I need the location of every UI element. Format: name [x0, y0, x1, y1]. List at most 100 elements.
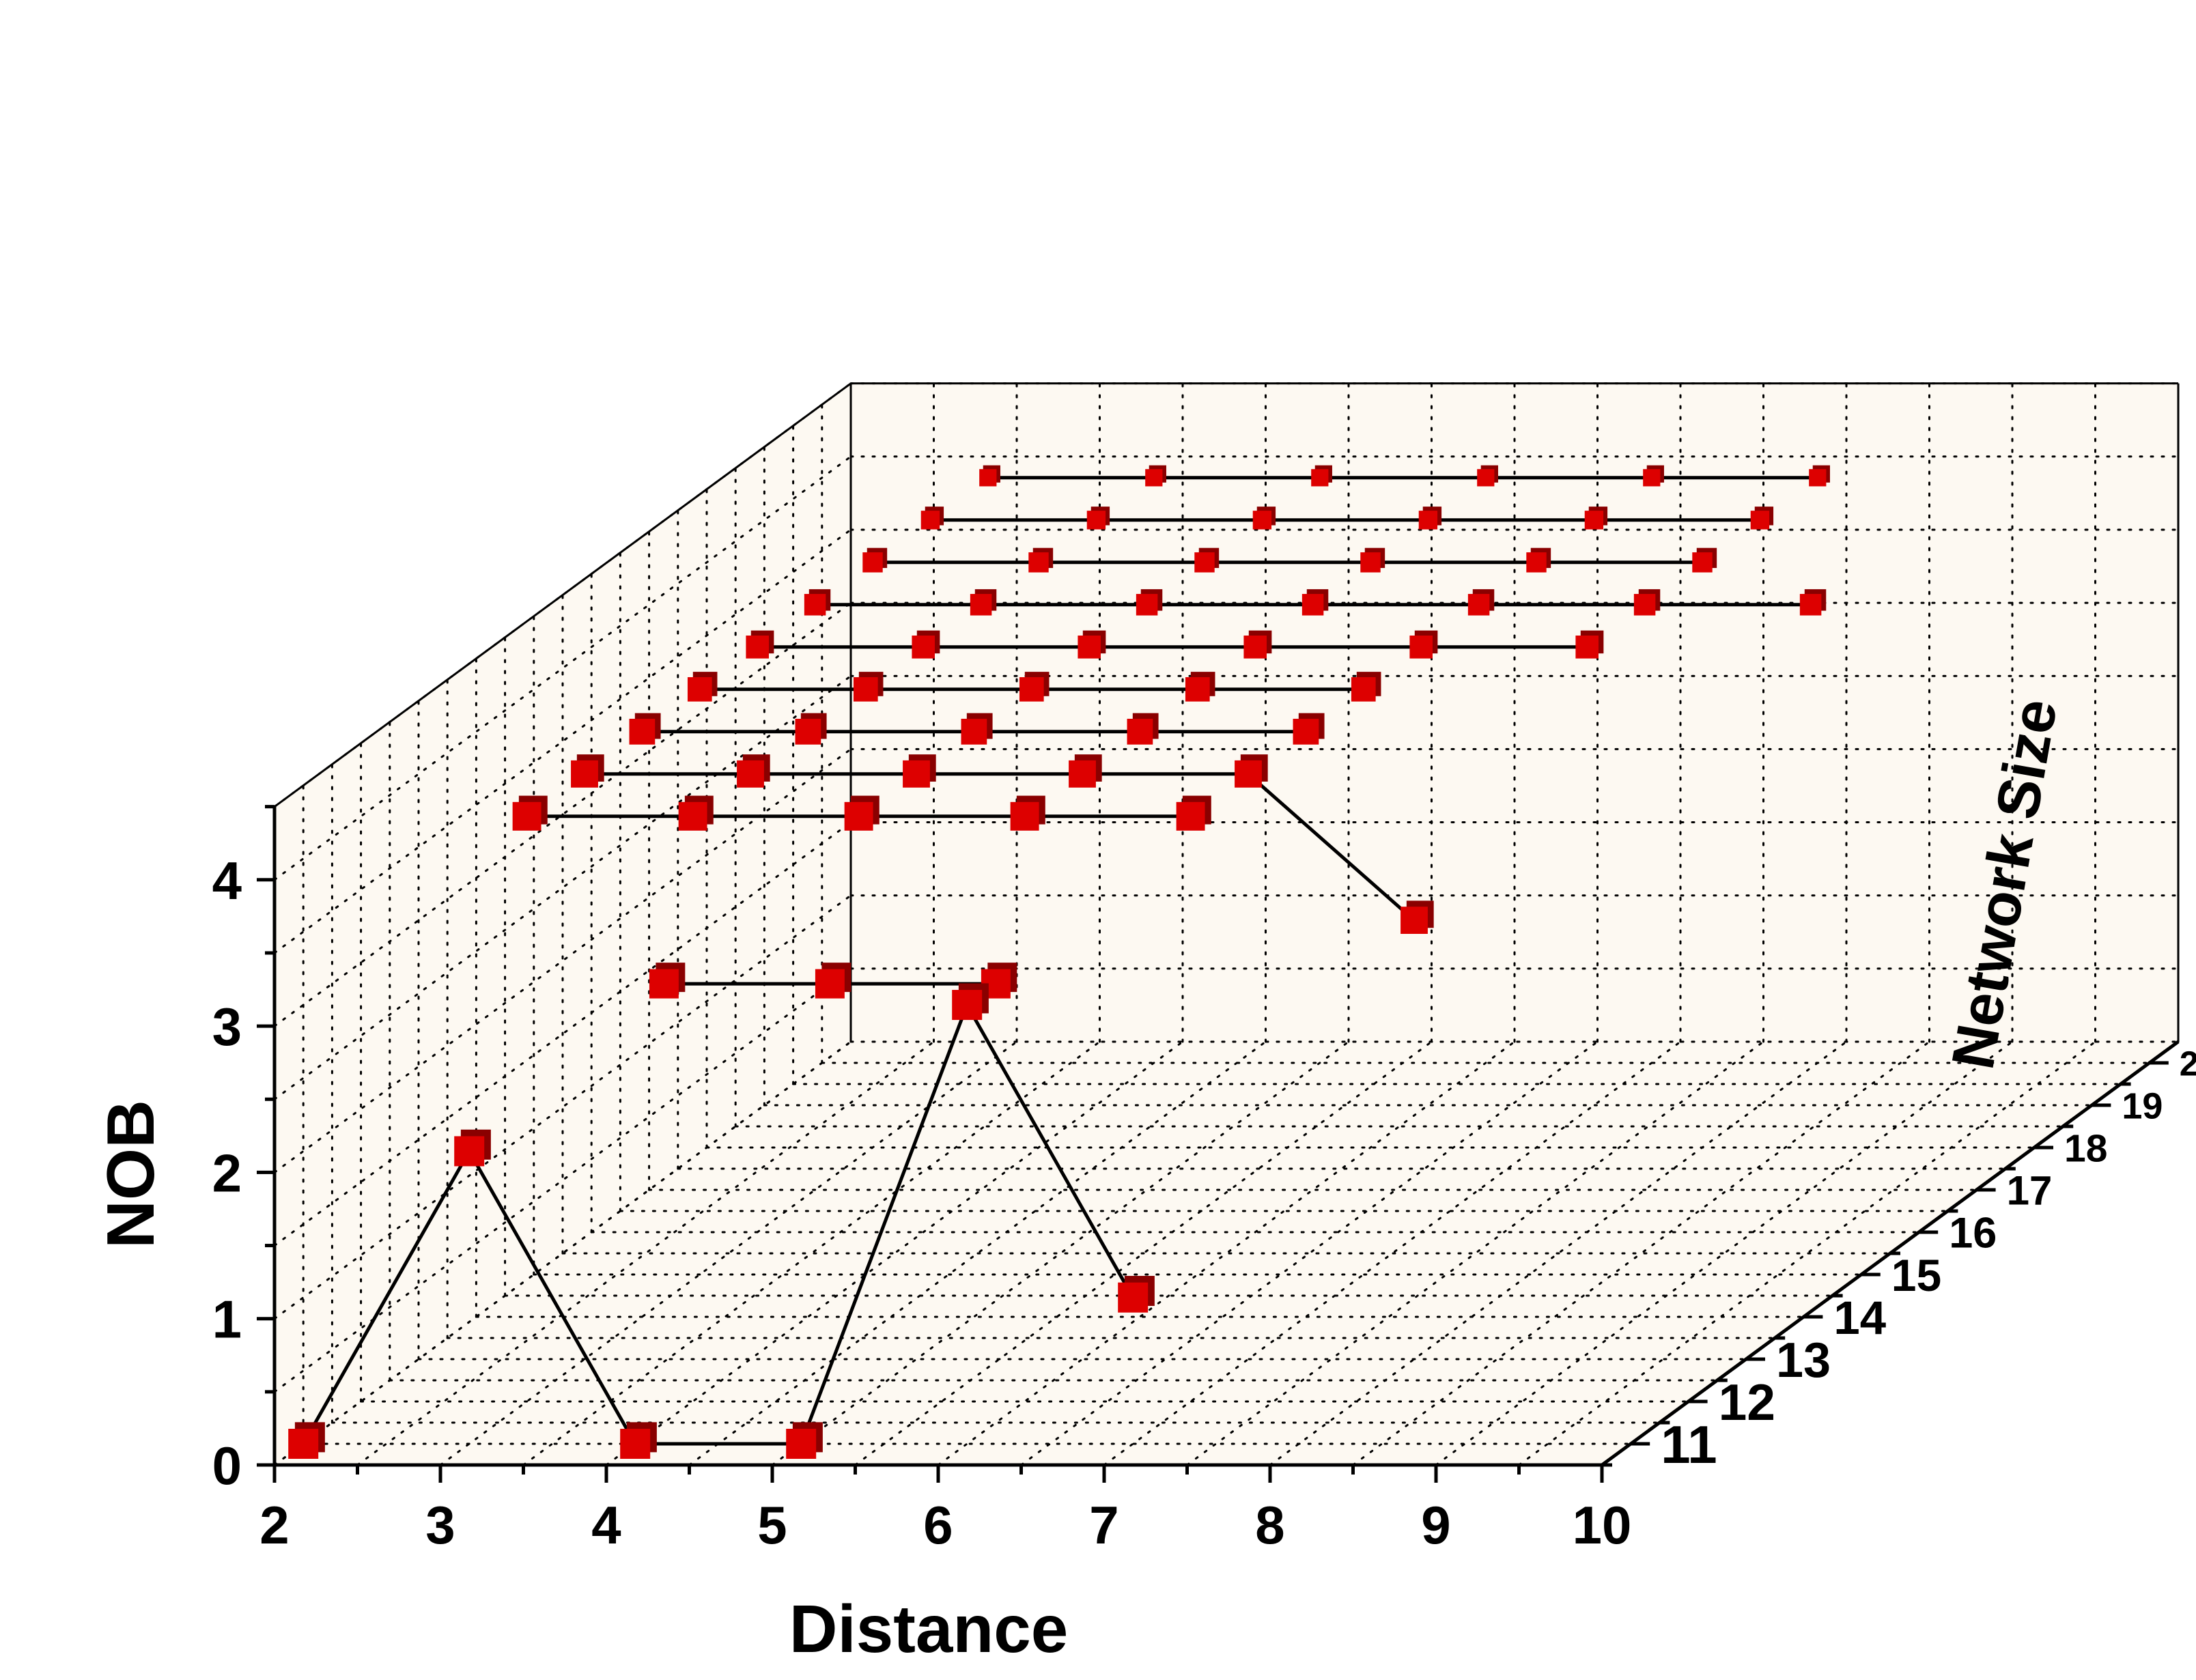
data-point: [1477, 469, 1495, 487]
data-point: [912, 636, 935, 659]
data-point: [1360, 552, 1381, 573]
x-tick-label: 8: [1255, 1495, 1284, 1555]
data-point: [1301, 594, 1324, 616]
chart-gridlines: [273, 382, 2180, 1466]
floor-grid-line: [688, 1040, 1267, 1466]
data-point: [979, 469, 997, 487]
data-point: [571, 760, 598, 788]
frame-edge: [274, 382, 851, 808]
chart-series: [288, 465, 1830, 1459]
floor-grid-line: [522, 1040, 1101, 1466]
data-point: [1136, 594, 1158, 616]
x-tick-label: 5: [757, 1495, 787, 1555]
left-wall-grid-line: [273, 601, 852, 1027]
data-point: [512, 801, 541, 831]
floor-grid-line: [1518, 1040, 2096, 1466]
data-point: [1809, 469, 1827, 487]
data-point: [862, 552, 883, 573]
floor-grid-line: [439, 1040, 1018, 1466]
data-point: [1127, 718, 1153, 745]
floor-grid-line: [1269, 1040, 1848, 1466]
series-line: [585, 772, 1416, 922]
data-point: [804, 594, 826, 616]
data-point: [1633, 594, 1656, 616]
data-point: [1293, 718, 1319, 745]
data-point: [1409, 636, 1433, 659]
floor-grid-line: [1435, 1040, 2014, 1466]
x-tick-label: 7: [1089, 1495, 1118, 1555]
data-point: [1185, 677, 1210, 702]
data-point: [853, 677, 878, 702]
floor-grid-line: [356, 1040, 935, 1466]
data-point: [1467, 594, 1490, 616]
floor-grid-line: [1020, 1040, 1599, 1466]
data-point: [1400, 907, 1428, 935]
x-tick-label: 10: [1573, 1495, 1632, 1555]
x-tick-label: 2: [259, 1495, 289, 1555]
chart-axes: [257, 382, 2180, 1483]
y-tick-label: 17: [2007, 1168, 2053, 1214]
data-point: [1145, 469, 1163, 487]
y-tick-label: 15: [1891, 1250, 1941, 1300]
floor-grid-line: [1103, 1040, 1682, 1466]
data-point: [1069, 760, 1096, 788]
data-point: [1418, 511, 1438, 530]
chart-panes: [274, 383, 2178, 1465]
data-point: [687, 677, 712, 702]
data-point: [1584, 511, 1604, 530]
floor-grid-line: [937, 1040, 1516, 1466]
left-wall-grid-line: [273, 748, 852, 1173]
data-point: [1194, 552, 1215, 573]
data-point: [1311, 469, 1329, 487]
z-tick-label: 4: [212, 851, 242, 911]
z-tick-label: 1: [212, 1290, 242, 1350]
data-point: [454, 1136, 485, 1167]
data-point: [746, 636, 769, 659]
series-line: [302, 1001, 1135, 1446]
left-wall-grid-line: [273, 674, 852, 1100]
data-point: [1575, 636, 1599, 659]
data-point: [795, 718, 821, 745]
floor-grid-line: [854, 1040, 1433, 1466]
data-point: [920, 511, 940, 530]
data-point: [620, 1429, 651, 1459]
left-wall-grid-line: [273, 528, 852, 954]
data-point: [1019, 677, 1044, 702]
data-point: [1235, 760, 1262, 788]
x-tick-label: 6: [923, 1495, 953, 1555]
y-tick-label: 20: [2180, 1044, 2196, 1083]
x-tick-label: 4: [591, 1495, 621, 1555]
floor-grid-line: [1186, 1040, 1764, 1466]
data-point: [1526, 552, 1547, 573]
floor-grid-line: [771, 1040, 1350, 1466]
x-tick-label: 9: [1421, 1495, 1450, 1555]
y-tick-label: 19: [2122, 1085, 2163, 1126]
x-axis-title: Distance: [789, 1591, 1069, 1666]
z-axis-title: NOB: [93, 1100, 168, 1249]
y-tick-label: 18: [2064, 1127, 2107, 1171]
data-point: [1351, 677, 1376, 702]
data-point: [1086, 511, 1106, 530]
data-point: [961, 718, 987, 745]
data-point: [1799, 594, 1822, 616]
floor-grid-line: [1352, 1040, 1930, 1466]
left-wall-grid-line: [273, 894, 852, 1320]
y-tick-label: 11: [1661, 1414, 1717, 1475]
data-point: [288, 1429, 319, 1459]
y-tick-label: 13: [1776, 1333, 1831, 1388]
left-wall-grid-line: [273, 967, 852, 1393]
data-point: [952, 990, 983, 1021]
data-point: [844, 801, 873, 831]
floor-grid-line: [605, 1040, 1184, 1466]
data-point: [1118, 1282, 1149, 1313]
data-point: [629, 718, 656, 745]
data-point: [1028, 552, 1049, 573]
data-point: [1252, 511, 1272, 530]
data-point: [1750, 511, 1770, 530]
data-point: [1692, 552, 1713, 573]
left-wall-grid-line: [273, 455, 852, 881]
z-tick-label: 2: [212, 1143, 242, 1203]
data-point: [1010, 801, 1039, 831]
data-point: [786, 1429, 817, 1459]
